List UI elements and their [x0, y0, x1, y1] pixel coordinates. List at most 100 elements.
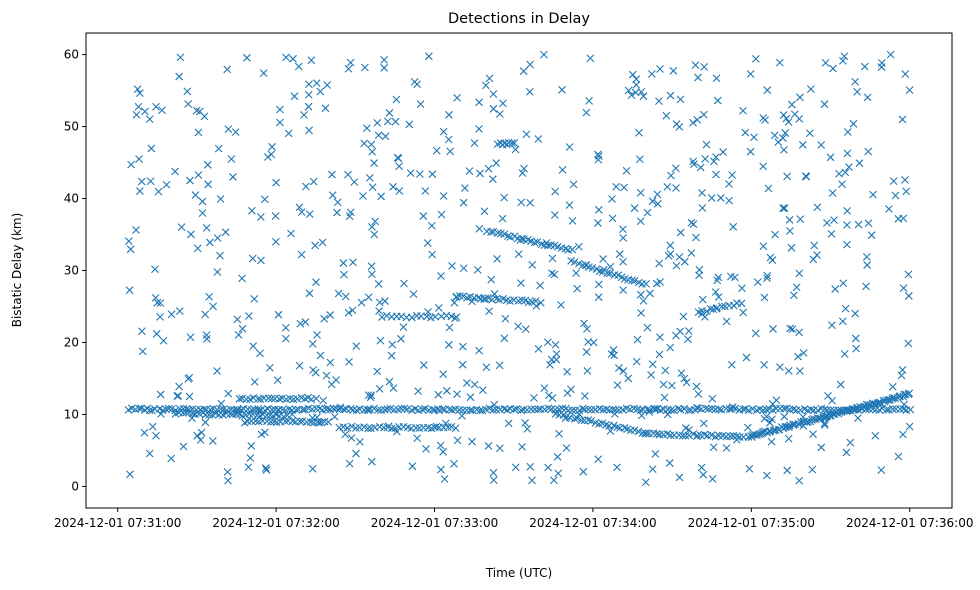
- detection-point: [473, 265, 482, 274]
- detection-point: [499, 99, 507, 108]
- detection-point: [126, 245, 135, 254]
- detection-point: [612, 182, 621, 191]
- detection-point: [432, 146, 441, 155]
- detection-point: [268, 142, 276, 151]
- detection-point: [632, 357, 641, 366]
- detection-point: [482, 363, 491, 372]
- detection-point: [368, 183, 377, 192]
- detection-point: [307, 395, 316, 404]
- detection-point: [470, 380, 479, 389]
- detection-point: [550, 476, 558, 485]
- detection-point: [458, 411, 466, 420]
- detection-point: [722, 317, 731, 326]
- detection-point: [304, 102, 313, 111]
- detection-point: [529, 393, 538, 402]
- detection-point: [364, 406, 373, 415]
- detection-point: [666, 91, 675, 100]
- detection-point: [278, 394, 286, 402]
- detection-point: [523, 424, 532, 433]
- detection-point: [511, 145, 520, 154]
- x-tick-label: 2024-12-01 07:36:00: [846, 516, 973, 530]
- detection-point: [176, 53, 185, 62]
- detection-point: [348, 306, 357, 315]
- detection-point: [177, 223, 186, 232]
- detection-point: [598, 267, 607, 276]
- detection-point: [653, 199, 662, 208]
- detection-point: [187, 230, 195, 239]
- detection-point: [418, 405, 427, 414]
- detection-point: [779, 204, 787, 213]
- detection-point: [842, 448, 851, 457]
- detection-point: [175, 72, 184, 81]
- detection-point: [790, 291, 798, 300]
- detection-point: [809, 430, 817, 439]
- detection-point: [668, 381, 676, 390]
- detection-point: [374, 280, 383, 288]
- detection-point: [637, 309, 645, 317]
- detection-point: [288, 417, 297, 425]
- detection-point: [665, 459, 674, 467]
- detection-point: [346, 58, 355, 67]
- detection-point: [677, 369, 686, 378]
- detection-point: [416, 100, 425, 109]
- detection-point: [214, 144, 223, 153]
- detection-point: [739, 106, 747, 115]
- detection-point: [704, 405, 713, 413]
- detection-point: [340, 270, 348, 279]
- detection-point: [828, 396, 837, 405]
- detection-point: [695, 271, 703, 280]
- detection-point: [753, 278, 762, 287]
- detection-point: [645, 406, 654, 414]
- points-layer: [124, 50, 915, 487]
- detection-point: [784, 118, 793, 126]
- detection-point: [771, 230, 780, 239]
- detection-point: [135, 404, 143, 413]
- detection-point: [687, 249, 696, 257]
- detection-point: [618, 225, 627, 234]
- detection-point: [375, 307, 383, 315]
- detection-point: [366, 393, 375, 402]
- detection-point: [518, 296, 526, 305]
- detection-point: [495, 110, 504, 118]
- detection-point: [762, 412, 771, 421]
- detection-point: [728, 171, 736, 179]
- detection-point: [309, 366, 318, 374]
- detection-point: [904, 270, 913, 279]
- detection-point: [451, 314, 459, 323]
- detection-point: [489, 476, 498, 484]
- detection-point: [431, 312, 440, 321]
- detection-point: [606, 427, 615, 435]
- detection-point: [247, 206, 256, 215]
- detection-point: [490, 290, 499, 298]
- detection-point: [684, 406, 693, 415]
- detection-point: [707, 194, 716, 202]
- detection-point: [715, 405, 723, 414]
- detection-point: [710, 157, 718, 166]
- detection-point: [889, 177, 898, 185]
- detection-point: [238, 274, 246, 283]
- detection-point: [450, 459, 458, 468]
- detection-point: [700, 62, 709, 71]
- detection-point: [377, 313, 386, 321]
- detection-point: [480, 295, 488, 303]
- detection-point: [584, 405, 593, 414]
- detection-point: [196, 405, 205, 414]
- detection-point: [312, 394, 321, 403]
- detection-point: [474, 293, 483, 302]
- detection-point: [851, 309, 860, 318]
- detection-point: [271, 212, 280, 220]
- detection-point: [708, 394, 717, 403]
- detection-point: [294, 62, 303, 71]
- detection-point: [854, 220, 863, 229]
- detection-point: [272, 178, 281, 187]
- detection-point: [666, 241, 675, 250]
- detection-point: [558, 85, 566, 94]
- detection-point: [676, 95, 685, 104]
- detection-point: [867, 231, 876, 240]
- detection-point: [345, 212, 354, 221]
- detection-point: [326, 358, 335, 367]
- detection-point: [662, 111, 671, 120]
- detection-point: [583, 324, 591, 333]
- detection-point: [678, 431, 687, 440]
